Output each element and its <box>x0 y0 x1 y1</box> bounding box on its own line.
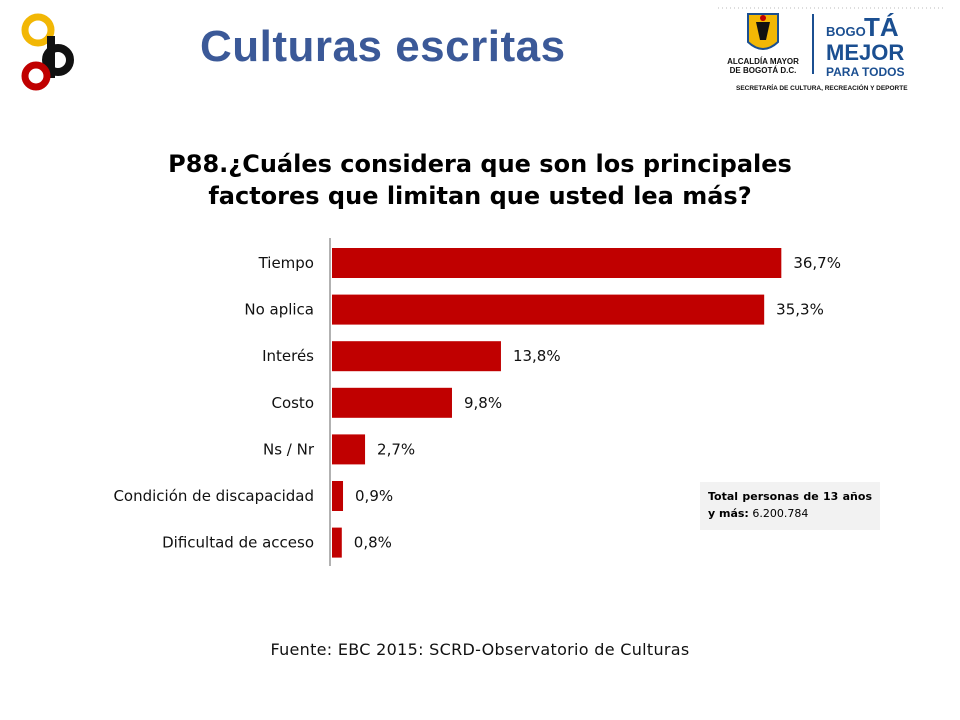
logo-brand-bogo: BOGO <box>826 24 866 39</box>
logo-brand-para: PARA TODOS <box>826 65 904 79</box>
category-label-3: Costo <box>271 394 314 412</box>
page-title: Culturas escritas <box>200 22 566 71</box>
logo-brand-ta: TÁ <box>864 12 899 42</box>
category-label-0: Tiempo <box>258 254 314 272</box>
logo-red-ring <box>21 61 51 91</box>
logo-alcaldia-line2: DE BOGOTÁ D.C. <box>730 66 797 75</box>
bar-chart: Tiempo 36,7% No aplica 35,3% Interés 13,8% Cos… <box>113 238 841 566</box>
category-label-6: Dificultad de acceso <box>162 534 314 552</box>
note-value: 6.200.784 <box>752 507 809 520</box>
bar-0 <box>332 248 782 278</box>
logo-brand-mejor: MEJOR <box>826 40 904 65</box>
bar-6 <box>332 527 342 558</box>
category-label-4: Ns / Nr <box>263 440 315 458</box>
value-label-6: 0,8% <box>354 534 392 552</box>
bar-2 <box>332 341 501 372</box>
logo-alcaldia-line1: ALCALDÍA MAYOR <box>727 57 799 66</box>
logo-b-stem <box>47 36 55 78</box>
bar-4 <box>332 434 366 465</box>
value-label-0: 36,7% <box>793 254 841 272</box>
chart-title-line1: P88.¿Cuáles considera que son los princi… <box>168 150 792 178</box>
total-note-box: Total personas de 13 años y más: 6.200.7… <box>700 482 880 530</box>
bar-5 <box>332 481 344 511</box>
value-label-5: 0,9% <box>355 487 393 505</box>
value-label-1: 35,3% <box>776 301 824 319</box>
source-text: Fuente: EBC 2015: SCRD-Observatorio de C… <box>270 640 690 659</box>
logo-yellow-ring <box>21 13 55 47</box>
value-label-2: 13,8% <box>513 347 561 365</box>
category-label-5: Condición de discapacidad <box>113 487 314 505</box>
value-label-4: 2,7% <box>377 440 415 458</box>
bar-1 <box>332 294 765 325</box>
category-label-1: No aplica <box>244 301 314 319</box>
note-label: Total personas de 13 años y más: <box>708 490 872 520</box>
chart-title-line2: factores que limitan que usted lea más? <box>208 182 752 210</box>
bogota-logo: ALCALDÍA MAYOR DE BOGOTÁ D.C. BOGO TÁ ME… <box>718 4 944 96</box>
chart-title: P88.¿Cuáles considera que son los princi… <box>150 148 810 212</box>
coat-of-arms-icon <box>747 13 779 50</box>
bars-group: Tiempo 36,7% No aplica 35,3% Interés 13,8% Cos… <box>113 248 841 558</box>
value-label-3: 9,8% <box>464 394 502 412</box>
logo-subtitle: SECRETARÍA DE CULTURA, RECREACIÓN Y DEPO… <box>736 83 908 92</box>
bar-3 <box>332 387 452 418</box>
ecb-logo-icon <box>14 8 84 94</box>
logo-b-bowl <box>42 44 74 76</box>
category-label-2: Interés <box>262 347 314 365</box>
